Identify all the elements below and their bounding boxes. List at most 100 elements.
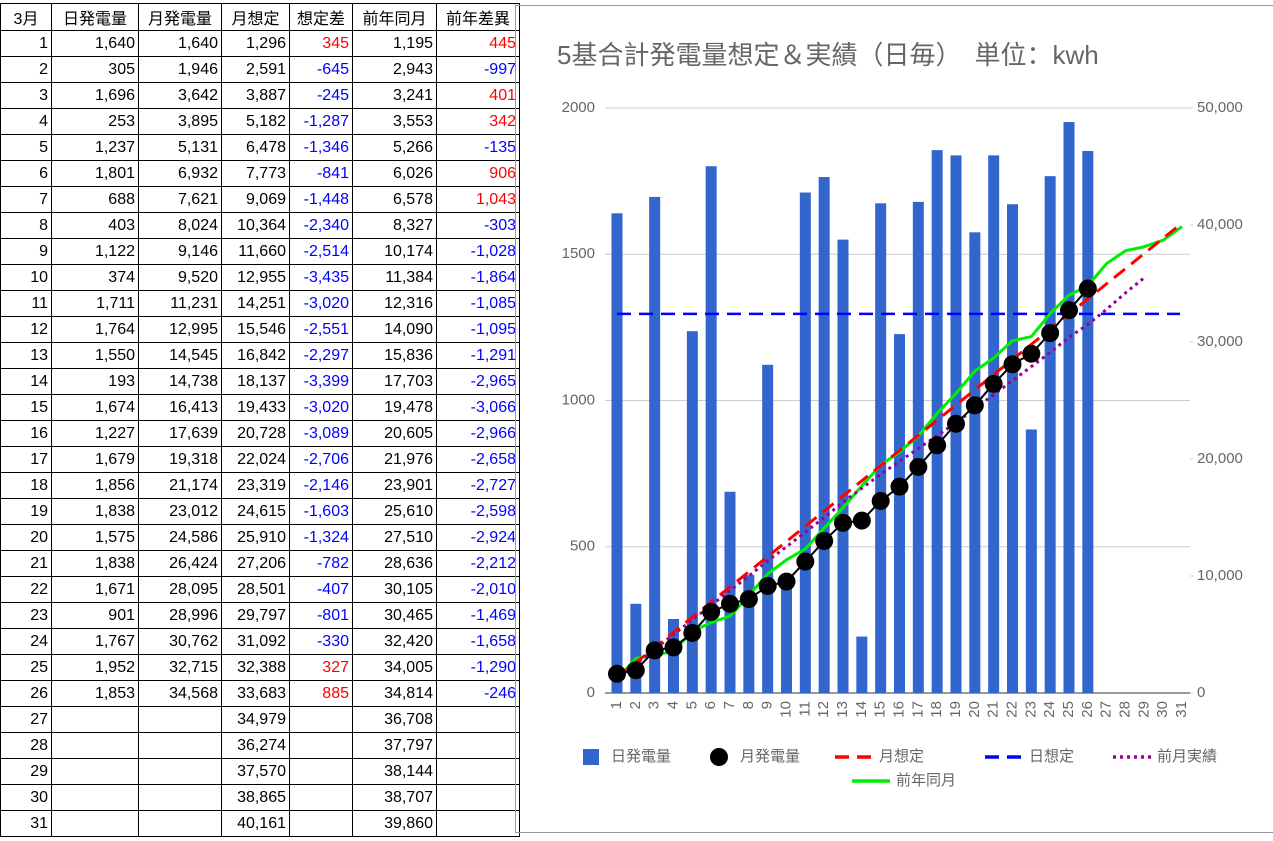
point-marker	[965, 396, 984, 415]
bar	[686, 331, 698, 693]
table-cell: -330	[289, 628, 353, 655]
bar	[649, 196, 661, 694]
table-cell: -3,020	[289, 290, 353, 317]
table-row: 1 1,640 1,640 1,296 345 1,195 445	[0, 30, 520, 57]
point-marker	[834, 513, 852, 532]
series-line	[616, 221, 1183, 680]
table-cell: 10,174	[352, 238, 437, 265]
table-cell: 15,546	[221, 316, 290, 343]
table-row: 31 40,161 39,860	[0, 810, 520, 837]
table-cell: 25	[0, 654, 52, 681]
legend-label: 月発電量	[740, 748, 800, 765]
table-cell: 7,773	[221, 160, 290, 187]
table-cell: -2,212	[436, 550, 520, 577]
table-row: 13 1,550 14,545 16,842 -2,297 15,836 -1,291	[0, 342, 520, 369]
table-cell: -2,010	[436, 576, 520, 603]
table-cell: 1,237	[51, 134, 139, 161]
x-tick-label: 31	[1173, 701, 1190, 718]
point-marker	[796, 552, 815, 571]
x-tick-label: 9	[759, 701, 776, 709]
table-cell: 1,853	[51, 680, 139, 707]
point-marker	[739, 590, 758, 609]
table-cell: -2,551	[289, 316, 353, 343]
x-tick-label: 18	[928, 701, 945, 718]
table-cell: 17,703	[352, 368, 437, 395]
table-cell: -801	[289, 602, 353, 629]
table-cell	[436, 810, 520, 837]
table-cell: 34,979	[221, 706, 290, 733]
table-cell: 16,842	[221, 342, 290, 369]
table-cell: 20	[0, 524, 52, 551]
bar	[1082, 150, 1094, 693]
table-cell: 25,910	[221, 524, 290, 551]
legend-label: 前年同月	[896, 772, 956, 789]
table-cell: 14,545	[138, 342, 222, 369]
table-cell: 37,570	[221, 758, 290, 785]
table-row: 7 688 7,621 9,069 -1,448 6,578 1,043	[0, 186, 520, 213]
table-cell: 19,478	[352, 394, 437, 421]
x-tick-label: 30	[1154, 701, 1171, 718]
x-tick-label: 12	[815, 701, 832, 718]
table-row: 30 38,865 38,707	[0, 784, 520, 811]
point-marker	[871, 491, 890, 510]
y-tick-label: 1500	[562, 245, 595, 262]
bar	[1044, 176, 1056, 694]
table-cell: 21,976	[352, 446, 437, 473]
legend-label: 月想定	[879, 748, 924, 765]
table-cell: 19,433	[221, 394, 290, 421]
bar	[931, 150, 943, 693]
table-cell: 21,174	[138, 472, 222, 499]
x-tick-label: 1	[608, 701, 625, 709]
point-marker	[645, 641, 664, 660]
table-cell: 1,696	[51, 82, 139, 109]
legend-swatch	[710, 748, 728, 766]
point-marker	[721, 594, 739, 613]
table-cell: 1	[0, 30, 52, 57]
table-row: 15 1,674 16,413 19,433 -3,020 19,478 -3,066	[0, 394, 520, 421]
table-row: 16 1,227 17,639 20,728 -3,089 20,605 -2,966	[0, 420, 520, 447]
table-row: 20 1,575 24,586 25,910 -1,324 27,510 -2,924	[0, 524, 520, 551]
header-cell: 3月	[0, 3, 52, 31]
table-cell: 16,413	[138, 394, 222, 421]
table-cell: 5,131	[138, 134, 222, 161]
table-row: 26 1,853 34,568 33,683 885 34,814 -246	[0, 680, 520, 707]
table-cell: -1,290	[436, 654, 520, 681]
table-row: 10 374 9,520 12,955 -3,435 11,384 -1,864	[0, 264, 520, 291]
table-cell	[289, 732, 353, 759]
table-cell	[289, 810, 353, 837]
x-tick-label: 7	[721, 701, 738, 709]
x-tick-label: 19	[947, 701, 964, 718]
point-marker	[890, 477, 909, 496]
x-tick-label: 25	[1060, 701, 1077, 718]
table-cell: 1,674	[51, 394, 139, 421]
x-tick-label: 5	[683, 701, 700, 709]
table-row: 25 1,952 32,715 32,388 327 34,005 -1,290	[0, 654, 520, 681]
x-tick-label: 26	[1079, 701, 1096, 718]
point-marker	[664, 638, 683, 657]
point-marker	[909, 457, 928, 476]
header-cell: 日発電量	[51, 3, 139, 31]
table-cell: 5,182	[221, 108, 290, 135]
bar	[818, 177, 830, 693]
table-row: 28 36,274 37,797	[0, 732, 520, 759]
table-cell: 28,636	[352, 550, 437, 577]
table-cell: 445	[436, 30, 520, 57]
point-marker	[777, 572, 796, 591]
table-cell: 20,605	[352, 420, 437, 447]
table-cell: -245	[289, 82, 353, 109]
table-cell: 17,639	[138, 420, 222, 447]
point-marker	[928, 436, 947, 455]
table-cell: 1,195	[352, 30, 437, 57]
table-cell: 11,660	[221, 238, 290, 265]
bar	[781, 583, 792, 693]
header-cell: 月想定	[221, 3, 290, 31]
table-cell: -2,966	[436, 420, 520, 447]
table-row: 8 403 8,024 10,364 -2,340 8,327 -303	[0, 212, 520, 239]
point-marker	[758, 576, 777, 595]
x-tick-label: 24	[1041, 701, 1058, 718]
table-cell: 9,146	[138, 238, 222, 265]
point-marker	[947, 414, 965, 433]
table-cell: 27,206	[221, 550, 290, 577]
